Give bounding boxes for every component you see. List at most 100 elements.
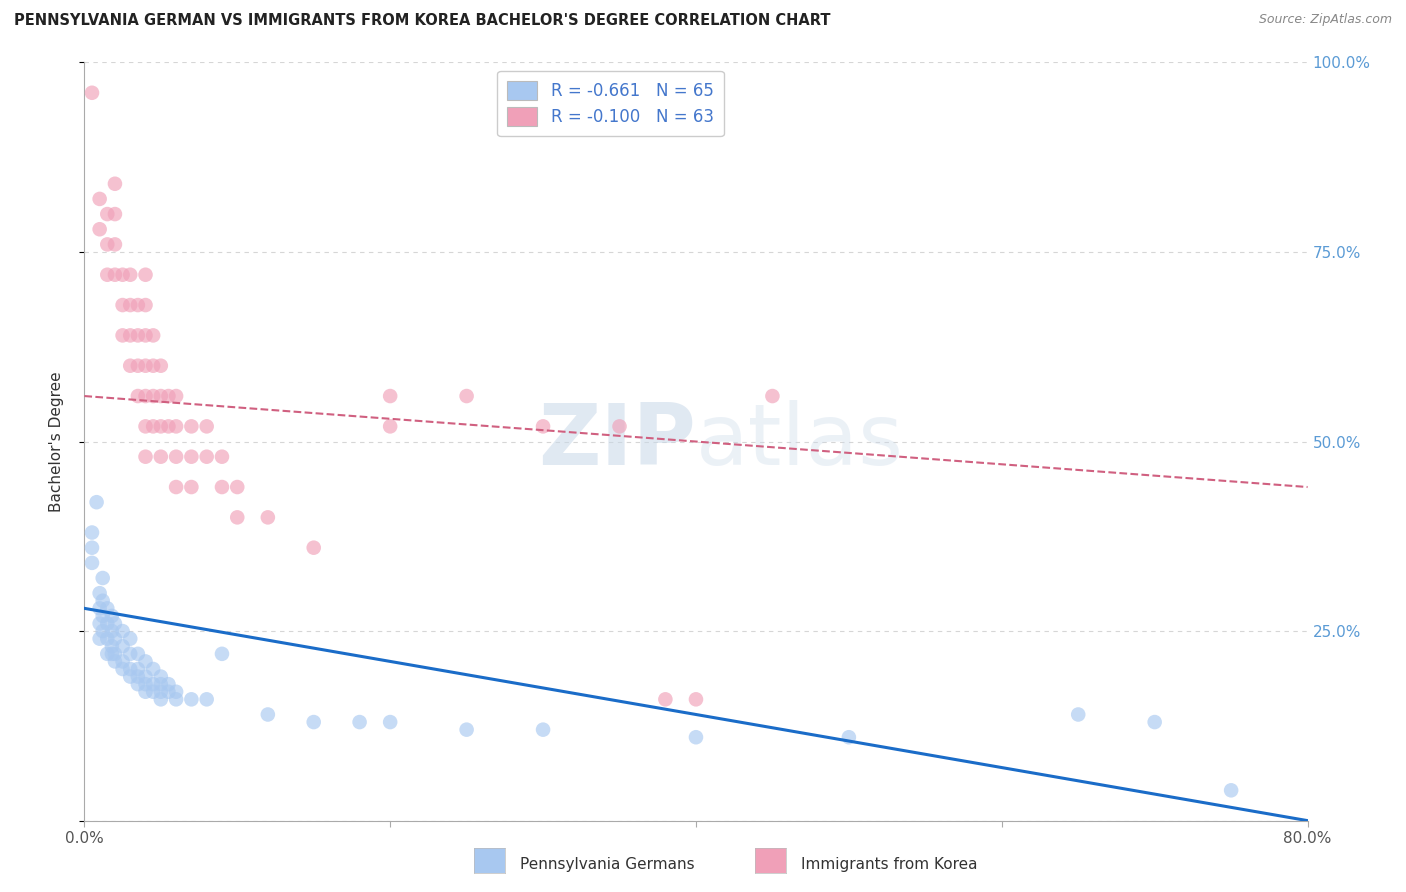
Point (120, 632, 142, 646)
Point (142, 677, 165, 691)
Point (104, 237, 127, 252)
Point (80, 556, 103, 570)
Point (142, 662, 165, 676)
Point (135, 685, 157, 699)
Point (180, 450, 202, 464)
Point (456, 389, 478, 403)
Text: PENNSYLVANIA GERMAN VS IMMIGRANTS FROM KOREA BACHELOR'S DEGREE CORRELATION CHART: PENNSYLVANIA GERMAN VS IMMIGRANTS FROM K… (14, 13, 831, 29)
Point (180, 419, 202, 434)
Point (80, 525, 103, 540)
Point (135, 677, 157, 691)
Point (149, 359, 172, 373)
Point (127, 389, 149, 403)
Point (104, 616, 127, 631)
Point (157, 389, 180, 403)
Legend: R = -0.661   N = 65, R = -0.100   N = 63: R = -0.661 N = 65, R = -0.100 N = 63 (498, 70, 724, 136)
Point (120, 669, 142, 683)
Point (654, 692, 676, 706)
Point (111, 662, 134, 676)
Point (89, 222, 111, 236)
Point (91, 624, 114, 639)
Point (149, 450, 172, 464)
Point (180, 480, 202, 494)
Point (380, 715, 402, 730)
Point (96, 601, 118, 615)
Point (685, 692, 707, 706)
Point (120, 298, 142, 312)
Point (380, 419, 402, 434)
Point (302, 715, 325, 730)
Point (89, 192, 111, 206)
Point (101, 624, 124, 639)
Point (91, 571, 114, 585)
Point (149, 669, 172, 683)
Point (180, 692, 202, 706)
Text: atlas: atlas (696, 400, 904, 483)
Point (86, 495, 108, 509)
Point (149, 419, 172, 434)
Point (127, 298, 149, 312)
Point (89, 632, 111, 646)
Point (149, 692, 172, 706)
Point (211, 450, 233, 464)
Point (96, 237, 118, 252)
Point (531, 419, 554, 434)
Point (127, 677, 149, 691)
Point (96, 616, 118, 631)
Point (120, 268, 142, 282)
Point (111, 328, 134, 343)
Point (120, 662, 142, 676)
Point (127, 662, 149, 676)
Point (89, 601, 111, 615)
Point (111, 268, 134, 282)
Point (157, 677, 180, 691)
Point (149, 677, 172, 691)
Point (165, 450, 187, 464)
Point (104, 207, 127, 221)
Point (120, 328, 142, 343)
Point (120, 359, 142, 373)
Point (111, 639, 134, 653)
Point (456, 723, 478, 737)
Point (165, 480, 187, 494)
Point (135, 268, 157, 282)
Point (349, 715, 371, 730)
Point (104, 177, 127, 191)
Point (127, 647, 149, 661)
Point (80, 541, 103, 555)
Point (104, 647, 127, 661)
Point (157, 685, 180, 699)
Point (96, 268, 118, 282)
Point (111, 655, 134, 669)
Point (135, 389, 157, 403)
Point (96, 632, 118, 646)
Point (135, 419, 157, 434)
Point (211, 647, 233, 661)
Point (257, 707, 280, 722)
Point (685, 730, 707, 744)
Point (165, 692, 187, 706)
Point (302, 541, 325, 555)
Point (101, 647, 124, 661)
Point (142, 419, 165, 434)
Point (211, 480, 233, 494)
Point (165, 389, 187, 403)
Text: Immigrants from Korea: Immigrants from Korea (801, 857, 979, 871)
Y-axis label: Bachelor's Degree: Bachelor's Degree (49, 371, 63, 512)
Point (149, 685, 172, 699)
Point (104, 632, 127, 646)
Point (142, 389, 165, 403)
Point (142, 359, 165, 373)
Text: Source: ZipAtlas.com: Source: ZipAtlas.com (1258, 13, 1392, 27)
Point (609, 419, 631, 434)
Point (135, 669, 157, 683)
Point (1067, 707, 1090, 722)
Point (531, 723, 554, 737)
Point (127, 669, 149, 683)
Point (111, 624, 134, 639)
Point (838, 730, 860, 744)
Point (195, 419, 218, 434)
Point (101, 639, 124, 653)
Point (195, 450, 218, 464)
Point (157, 419, 180, 434)
